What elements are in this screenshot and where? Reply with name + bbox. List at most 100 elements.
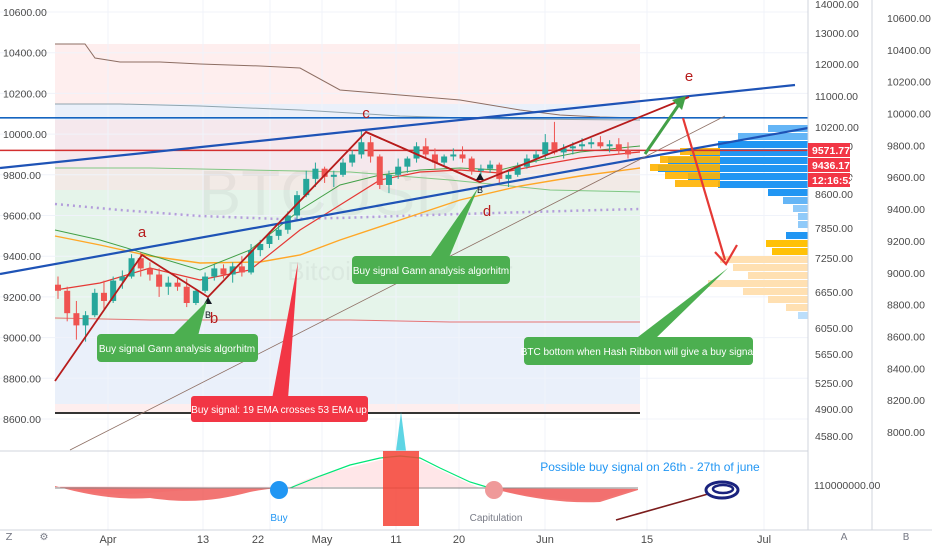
annotation-gann-1-text: Buy signal Gann analysis algorhitm [99,344,255,355]
mid-axis-tick-4: 10200.00 [815,122,859,134]
hash-ribbon-indicator [55,451,740,526]
annotation-gann-2-text: Buy signal Gann analysis algorhitm [353,266,509,277]
volume-profile-gold-bar-4 [675,180,720,187]
volume-profile-bar-18 [748,272,808,279]
candle-body-40 [422,146,429,155]
ichimoku-upper-line [55,43,641,119]
volume-profile-bar-22 [786,304,808,311]
mid-axis-tick-12: 5650.00 [815,349,853,361]
ichimoku-green-line [55,167,641,193]
left-axis-tick-2: 10200.00 [3,88,47,100]
volume-profile-gold-bar-0 [680,148,720,155]
date-label-1: 13 [197,534,209,546]
volume-profile-bar-7 [718,181,808,188]
volume-profile-bar-5 [658,165,808,172]
right-axis-tick-8: 9000.00 [887,268,925,280]
candle-body-61 [615,144,622,151]
price-tag-bg-2 [808,173,850,187]
candle-body-7 [119,276,126,281]
date-label-0: Apr [99,534,116,546]
volume-profile-gold-bar-1 [660,156,720,163]
settings-gear-icon[interactable]: ⚙ [39,532,49,543]
candle-body-31 [340,162,346,175]
candle-body-11 [156,274,163,287]
right-axis-tick-2: 10200.00 [887,77,931,89]
volume-profile-price-axis[interactable]: 14000.00 13000.00 12000.00 11000.00 10200.00… [807,0,873,530]
date-label-3: May [312,534,333,546]
ema-green-line [54,145,641,271]
date-label-2: 22 [252,534,264,546]
left-price-axis[interactable]: 10600.00 10400.00 10200.00 10000.00 9800.00 9… [3,7,47,426]
capitulation-red-block [383,451,419,526]
candle-body-62 [625,150,631,155]
annotation-ema-text: Buy signal: 19 EMA crosses 53 EMA up [191,405,367,416]
candle-body-36 [385,174,392,185]
green-projection-arrow [643,102,682,155]
current-price-tags: 9571.77 9436.17 12:16:52 [808,143,854,187]
candle-body-34 [367,142,374,157]
candle-body-43 [450,154,457,157]
cloud-green-band [55,170,640,320]
candle-body-52 [533,154,540,159]
mid-axis-tick-10: 6650.00 [815,287,853,299]
candle-body-17 [211,268,218,277]
buy-marker-label-1: B [205,310,211,320]
candle-body-1 [64,290,71,314]
indicator-note: Possible buy signal on 26th - 27th of ju… [540,460,760,474]
timezone-z-button[interactable]: Z [5,532,13,543]
right-axis-tick-11: 8400.00 [887,363,925,375]
candle-body-57 [579,144,586,147]
candle-body-6 [110,280,117,301]
candle-body-39 [413,146,420,159]
mid-axis-tick-0: 14000.00 [815,0,859,11]
candle-body-50 [514,166,521,175]
candle-body-47 [487,164,494,169]
date-label-6: Jun [536,534,554,546]
left-axis-tick-4: 9800.00 [3,170,41,182]
candle-body-2 [73,313,80,326]
annotation-gann-1[interactable]: Buy signal Gann analysis algorhitm [97,301,258,362]
mid-axis-tick-1: 13000.00 [815,28,859,40]
mid-axis-tick-2: 12000.00 [815,59,859,71]
left-axis-tick-10: 8600.00 [3,414,41,426]
time-axis[interactable]: Apr 13 22 May 11 20 Jun 15 Jul [0,529,932,546]
candle-body-18 [220,268,227,275]
wave-label-c: c [362,105,370,122]
price-tag-1: 9436.17 [812,160,850,172]
date-label-7: 15 [641,534,653,546]
elliott-zigzag-line [54,96,690,382]
ichimoku-blue-line [55,103,641,121]
candle-body-48 [496,164,503,179]
volume-profile-bar-11 [798,213,808,220]
left-axis-tick-3: 10000.00 [3,129,47,141]
candle-body-54 [551,142,558,153]
annotation-gann-2[interactable]: Buy signal Gann analysis algorhitm [352,188,510,284]
annotation-ema[interactable]: Buy signal: 19 EMA crosses 53 EMA up [191,262,368,422]
volume-profile-bar-6 [688,173,808,180]
candle-body-38 [404,158,411,167]
ma-dotted-line [54,202,641,221]
candle-body-58 [588,142,595,145]
volume-profile-bar-4 [668,157,808,164]
mid-axis-tick-8: 7850.00 [815,223,853,235]
candle-body-41 [431,154,438,163]
scale-b-button[interactable]: B [902,532,910,543]
indicator-area-light [55,460,638,501]
auto-scale-a-button[interactable]: A [840,532,848,543]
candle-body-21 [248,250,255,273]
ichimoku-lower-line [54,317,640,323]
candle-body-24 [275,229,282,236]
volume-profile-bar-15 [772,248,808,255]
mid-axis-tick-14: 4900.00 [815,404,853,416]
candle-body-3 [82,315,89,326]
volume-profile-gold-bar-2 [650,164,720,171]
date-label-5: 20 [453,534,465,546]
buy-signal-dot [270,481,288,499]
annotation-hash-ribbon-text: BTC bottom when Hash Ribbon will give a … [521,347,756,358]
right-price-axis[interactable]: 10600.00 10400.00 10200.00 10000.00 9800.00 9… [887,13,931,439]
right-axis-tick-3: 10000.00 [887,109,931,121]
annotation-hash-ribbon[interactable]: BTC bottom when Hash Ribbon will give a … [521,268,756,365]
candle-body-14 [183,286,190,304]
